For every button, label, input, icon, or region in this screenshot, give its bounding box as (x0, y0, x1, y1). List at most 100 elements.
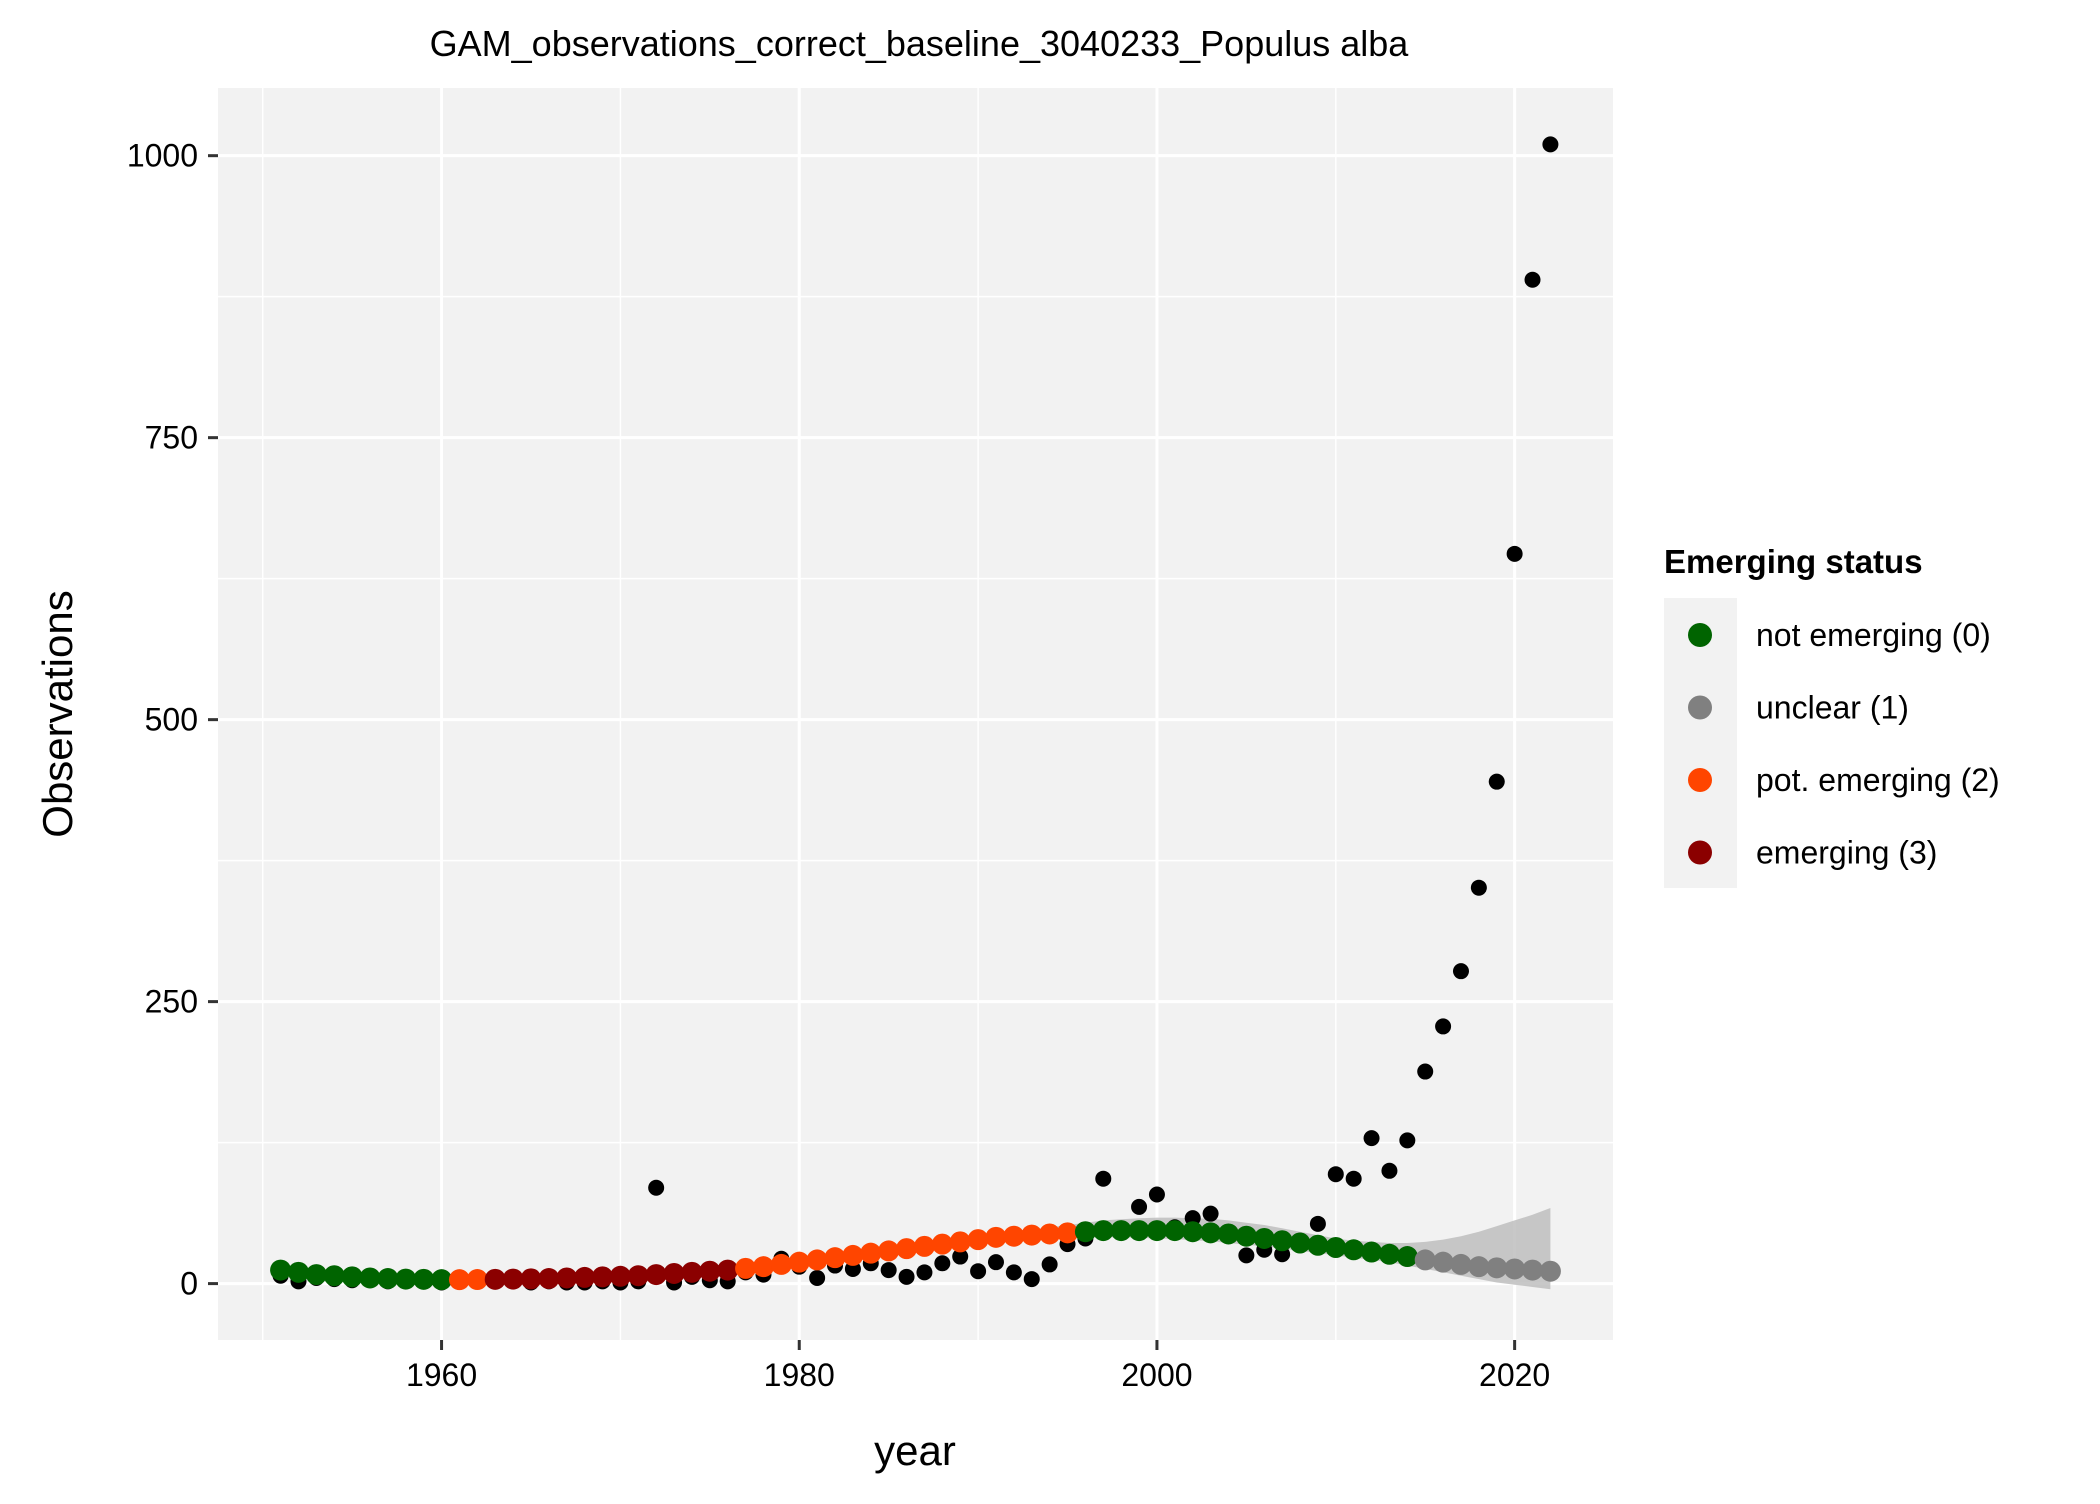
gam-fit-point (341, 1266, 363, 1288)
gam-fit-point (824, 1247, 846, 1269)
gam-fit-point (1235, 1225, 1257, 1247)
plot-panel (218, 88, 1613, 1340)
y-tick-label: 250 (145, 984, 198, 1020)
observed-point (648, 1179, 665, 1196)
gam-fit-point (1057, 1222, 1079, 1244)
gam-fit-point (985, 1226, 1007, 1248)
legend-items: not emerging (0) unclear (1) pot. emerging… (1688, 617, 2000, 871)
gam-fit-point (556, 1267, 578, 1289)
y-tick-label: 0 (180, 1266, 198, 1302)
gam-fit-point (431, 1269, 453, 1291)
observed-point (934, 1255, 951, 1272)
x-tick-label: 2000 (1121, 1357, 1192, 1393)
gam-fit-point (1146, 1220, 1168, 1242)
y-tick-label: 1000 (127, 138, 198, 174)
legend: Emerging status not emerging (0) unclear … (1664, 543, 2000, 888)
gam-fit-point (377, 1268, 399, 1290)
observed-point (1238, 1247, 1255, 1264)
observed-point (1542, 136, 1559, 153)
observed-point (1202, 1205, 1219, 1222)
gam-fit-point (949, 1231, 971, 1253)
legend-label-2: pot. emerging (2) (1756, 762, 2000, 798)
gam-fit-point (323, 1265, 345, 1287)
observed-point (898, 1268, 915, 1285)
gam-fit-point (448, 1269, 470, 1291)
gam-fit-point (395, 1268, 417, 1290)
gam-fit-point (609, 1265, 631, 1287)
observed-point (1381, 1162, 1398, 1179)
observed-point (1488, 773, 1505, 790)
gam-fit-point (466, 1269, 488, 1291)
x-axis-label: year (874, 1427, 956, 1474)
observed-point (1417, 1063, 1434, 1080)
gam-fit-point (359, 1267, 381, 1289)
gam-fit-point (413, 1268, 435, 1290)
gam-fit-point (717, 1259, 739, 1281)
observed-point (952, 1248, 969, 1265)
y-tick-label: 750 (145, 420, 198, 456)
gam-fit-point (735, 1257, 757, 1279)
gam-fit-point (1164, 1220, 1186, 1242)
observed-point (1309, 1215, 1326, 1232)
observed-point (1041, 1256, 1058, 1273)
legend-label-0: not emerging (0) (1756, 617, 1991, 653)
observed-point (1435, 1018, 1452, 1035)
gam-fit-point (1092, 1220, 1114, 1242)
gam-fit-point (645, 1264, 667, 1286)
gam-fit-point (1504, 1258, 1526, 1280)
observed-point (1131, 1198, 1148, 1215)
gam-fit-point (752, 1256, 774, 1278)
grid-major (218, 88, 1613, 1340)
gam-fit-point (1182, 1221, 1204, 1243)
gam-fit-point (681, 1261, 703, 1283)
observed-point (809, 1269, 826, 1286)
grid-minor (218, 88, 1613, 1340)
observed-point (1470, 879, 1487, 896)
gam-fit-point (1539, 1260, 1561, 1282)
legend-label-1: unclear (1) (1756, 690, 1909, 726)
gam-fit-point (878, 1240, 900, 1262)
gam-fit-point (484, 1268, 506, 1290)
y-axis-label: Observations (34, 590, 81, 837)
observed-point (1452, 963, 1469, 980)
observed-point (1023, 1271, 1040, 1288)
gam-fit-point (913, 1235, 935, 1257)
gam-fit-point (896, 1238, 918, 1260)
gam-fit-point (1396, 1246, 1418, 1268)
gam-fit-point (1217, 1223, 1239, 1245)
gam-fit-points (270, 1220, 1561, 1291)
gam-fit-point (270, 1259, 292, 1281)
gam-fit-point (627, 1265, 649, 1287)
legend-key-1 (1688, 695, 1712, 720)
gam-fit-point (860, 1242, 882, 1264)
gam-fit-point (1021, 1224, 1043, 1246)
observed-point (1148, 1186, 1165, 1203)
observed-point (1399, 1132, 1416, 1149)
gam-fit-point (1361, 1241, 1383, 1263)
gam-fit-point (1307, 1234, 1329, 1256)
gam-fit-point (788, 1251, 810, 1273)
observed-point (987, 1254, 1004, 1271)
gam-fit-point (1378, 1243, 1400, 1265)
gam-fit-point (1450, 1253, 1472, 1275)
observed-point (1327, 1166, 1344, 1183)
observed-point (970, 1263, 987, 1280)
legend-key-0 (1688, 623, 1712, 647)
gam-fit-point (842, 1244, 864, 1266)
legend-key-3 (1688, 840, 1712, 865)
gam-fit-point (1003, 1225, 1025, 1247)
gam-fit-point (967, 1229, 989, 1251)
gam-fit-point (1253, 1227, 1275, 1249)
gam-fit-point (1432, 1251, 1454, 1273)
x-tick-label: 2020 (1479, 1357, 1550, 1393)
x-tick-label: 1980 (764, 1357, 835, 1393)
gam-fit-point (502, 1268, 524, 1290)
gam-fit-point (806, 1249, 828, 1271)
chart-title: GAM_observations_correct_baseline_304023… (430, 23, 1410, 64)
gam-fit-point (770, 1253, 792, 1275)
gam-fit-point (1468, 1256, 1490, 1278)
gam-fit-point (1271, 1230, 1293, 1252)
observed-point (916, 1264, 933, 1281)
